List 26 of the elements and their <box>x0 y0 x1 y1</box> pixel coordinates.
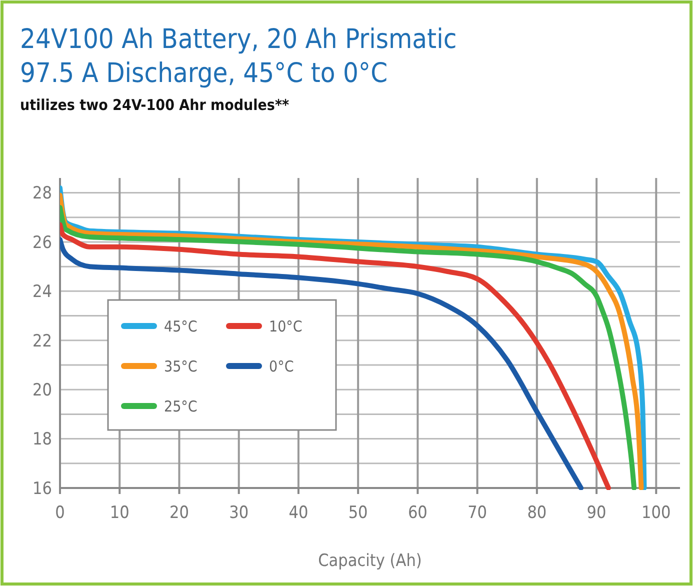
x-axis-title: Capacity (Ah) <box>318 551 422 571</box>
x-tick-label: 30 <box>229 503 249 523</box>
chart-title: 24V100 Ah Battery, 20 Ah Prismatic 97.5 A Discharge, 45°C to 0°C <box>20 24 457 89</box>
legend-label: 10°C <box>269 317 302 336</box>
x-tick-label: 10 <box>110 503 130 523</box>
y-tick-label: 18 <box>32 430 52 450</box>
x-tick-label: 60 <box>408 503 428 523</box>
legend-label: 35°C <box>164 357 198 376</box>
x-tick-label: 50 <box>348 503 368 523</box>
y-tick-label: 22 <box>32 331 52 352</box>
x-tick-label: 40 <box>288 503 308 523</box>
y-tick-label: 26 <box>32 232 52 253</box>
x-tick-label: 100 <box>642 503 671 523</box>
x-tick-label: 80 <box>527 503 547 523</box>
x-tick-label: 70 <box>468 503 488 523</box>
y-tick-label: 16 <box>32 478 52 499</box>
legend-label: 45°C <box>164 317 198 336</box>
x-tick-label: 0 <box>55 503 65 523</box>
y-tick-label: 24 <box>32 282 52 302</box>
x-tick-label: 20 <box>169 503 189 523</box>
chart-subtitle: utilizes two 24V-100 Ahr modules** <box>20 96 290 114</box>
legend-label: 25°C <box>164 397 198 416</box>
x-tick-label: 90 <box>586 503 606 523</box>
legend-label: 0°C <box>269 357 294 376</box>
y-tick-label: 20 <box>32 380 52 401</box>
y-tick-label: 28 <box>32 184 52 204</box>
